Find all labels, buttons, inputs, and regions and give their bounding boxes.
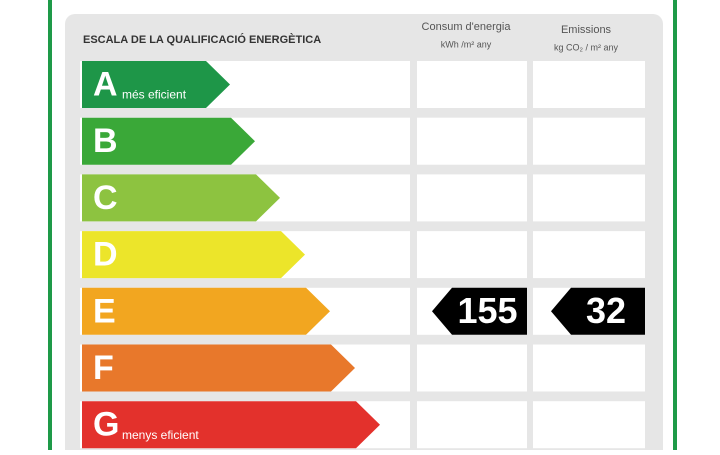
value: 32: [586, 290, 626, 331]
rating-arrow: [82, 287, 330, 335]
column-unit: kWh /m² any: [441, 39, 492, 49]
rating-letter: C: [93, 179, 118, 217]
cell: [417, 401, 527, 449]
rating-letter: E: [93, 292, 116, 330]
cell: [417, 117, 527, 165]
cell: [417, 344, 527, 392]
value-arrow: [551, 287, 645, 335]
column-title: Emissions: [561, 24, 612, 36]
rating-arrow: [82, 61, 230, 108]
border-right: [673, 0, 677, 450]
column-title: Consum d'energia: [422, 21, 512, 33]
cell: [533, 344, 645, 392]
rating-letter: F: [93, 349, 114, 387]
rating-letter: A: [93, 65, 118, 103]
rating-arrow: [82, 231, 305, 279]
title: ESCALA DE LA QUALIFICACIÓ ENERGÈTICA: [83, 33, 321, 46]
cell: [417, 174, 527, 222]
column-unit: kg CO₂ / m² any: [554, 42, 619, 52]
cell: [417, 61, 527, 108]
rating-letter: D: [93, 236, 118, 274]
rating-arrow: [82, 117, 255, 165]
cell: [533, 174, 645, 222]
cell: [533, 231, 645, 279]
border-left: [48, 0, 52, 450]
cell: [533, 61, 645, 108]
rating-letter: G: [93, 406, 119, 444]
rating-note: més eficient: [122, 88, 187, 102]
rating-letter: B: [93, 122, 118, 160]
cell: [533, 117, 645, 165]
value: 155: [457, 290, 517, 331]
value-arrow: [432, 287, 527, 335]
cell: [533, 401, 645, 449]
rating-arrow: [82, 401, 380, 449]
rating-arrow: [82, 344, 355, 392]
rating-note: menys eficient: [122, 428, 199, 442]
cell: [417, 231, 527, 279]
rating-arrow: [82, 174, 280, 222]
